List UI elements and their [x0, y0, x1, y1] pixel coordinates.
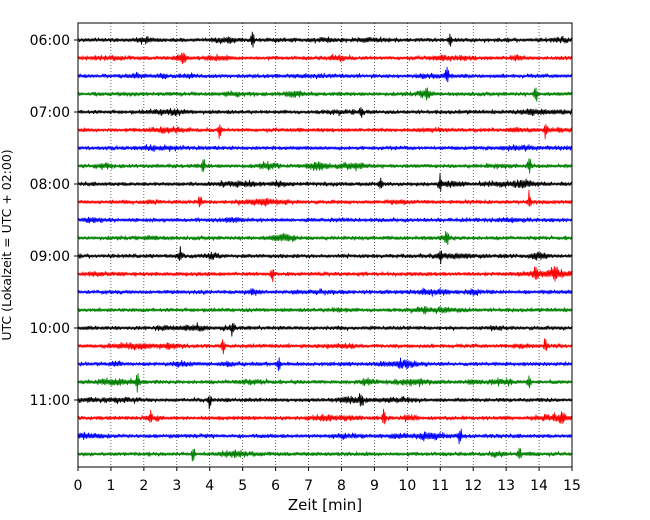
y-tick-label: 11:00 [30, 393, 70, 409]
x-tick-label: 1 [106, 478, 115, 494]
trace-layer [77, 31, 573, 462]
trace-0730 [77, 144, 573, 152]
x-tick-label: 6 [271, 478, 280, 494]
trace-0945 [77, 305, 573, 315]
y-tick-label: 08:00 [30, 177, 70, 193]
trace-0700 [77, 106, 573, 119]
trace-0900 [77, 246, 573, 265]
x-tick-label: 4 [205, 478, 214, 494]
x-tick-label: 2 [139, 478, 148, 494]
x-axis-title: Zeit [min] [288, 496, 362, 514]
trace-0715 [77, 123, 573, 140]
trace-1115 [77, 408, 573, 425]
x-tick-labels: 0 1 2 3 4 5 6 7 8 9 10 11 12 13 14 15 [74, 478, 581, 494]
trace-0630 [77, 66, 573, 83]
x-tick-label: 11 [431, 478, 449, 494]
trace-0745 [77, 158, 573, 174]
trace-0815 [77, 189, 573, 208]
x-tick-label: 8 [337, 478, 346, 494]
trace-1100 [77, 393, 573, 410]
trace-0645 [77, 87, 573, 102]
x-tick-label: 5 [238, 478, 247, 494]
x-tick-label: 14 [530, 478, 548, 494]
y-tick-label: 06:00 [30, 33, 70, 49]
x-tick-label: 15 [563, 478, 581, 494]
trace-1015 [77, 338, 573, 355]
x-tick-label: 0 [74, 478, 83, 494]
plot-frame [77, 22, 573, 468]
y-tick-label: 09:00 [30, 249, 70, 265]
x-tick-label: 13 [497, 478, 515, 494]
grid-layer [110, 23, 540, 467]
x-tick-label: 12 [464, 478, 482, 494]
axes-layer [74, 22, 573, 471]
x-tick-label: 9 [370, 478, 379, 494]
trace-1130 [77, 428, 573, 445]
y-tick-label: 10:00 [30, 321, 70, 337]
trace-0930 [77, 287, 573, 297]
trace-0800 [77, 172, 573, 192]
x-tick-label: 3 [172, 478, 181, 494]
trace-0830 [77, 216, 573, 224]
trace-0915 [77, 266, 573, 283]
trace-1030 [77, 357, 573, 372]
trace-1000 [77, 322, 573, 337]
x-tick-label: 7 [304, 478, 313, 494]
trace-1045 [77, 373, 573, 393]
trace-0845 [77, 231, 573, 246]
trace-0615 [77, 52, 573, 65]
trace-1145 [77, 447, 573, 462]
y-tick-label: 07:00 [30, 105, 70, 121]
y-tick-labels: 06:00 07:00 08:00 09:00 10:00 11:00 [30, 33, 70, 409]
trace-0600 [77, 31, 573, 48]
y-axis-title: UTC (Lokalzeit = UTC + 02:00) [0, 149, 14, 340]
x-tick-label: 10 [398, 478, 416, 494]
